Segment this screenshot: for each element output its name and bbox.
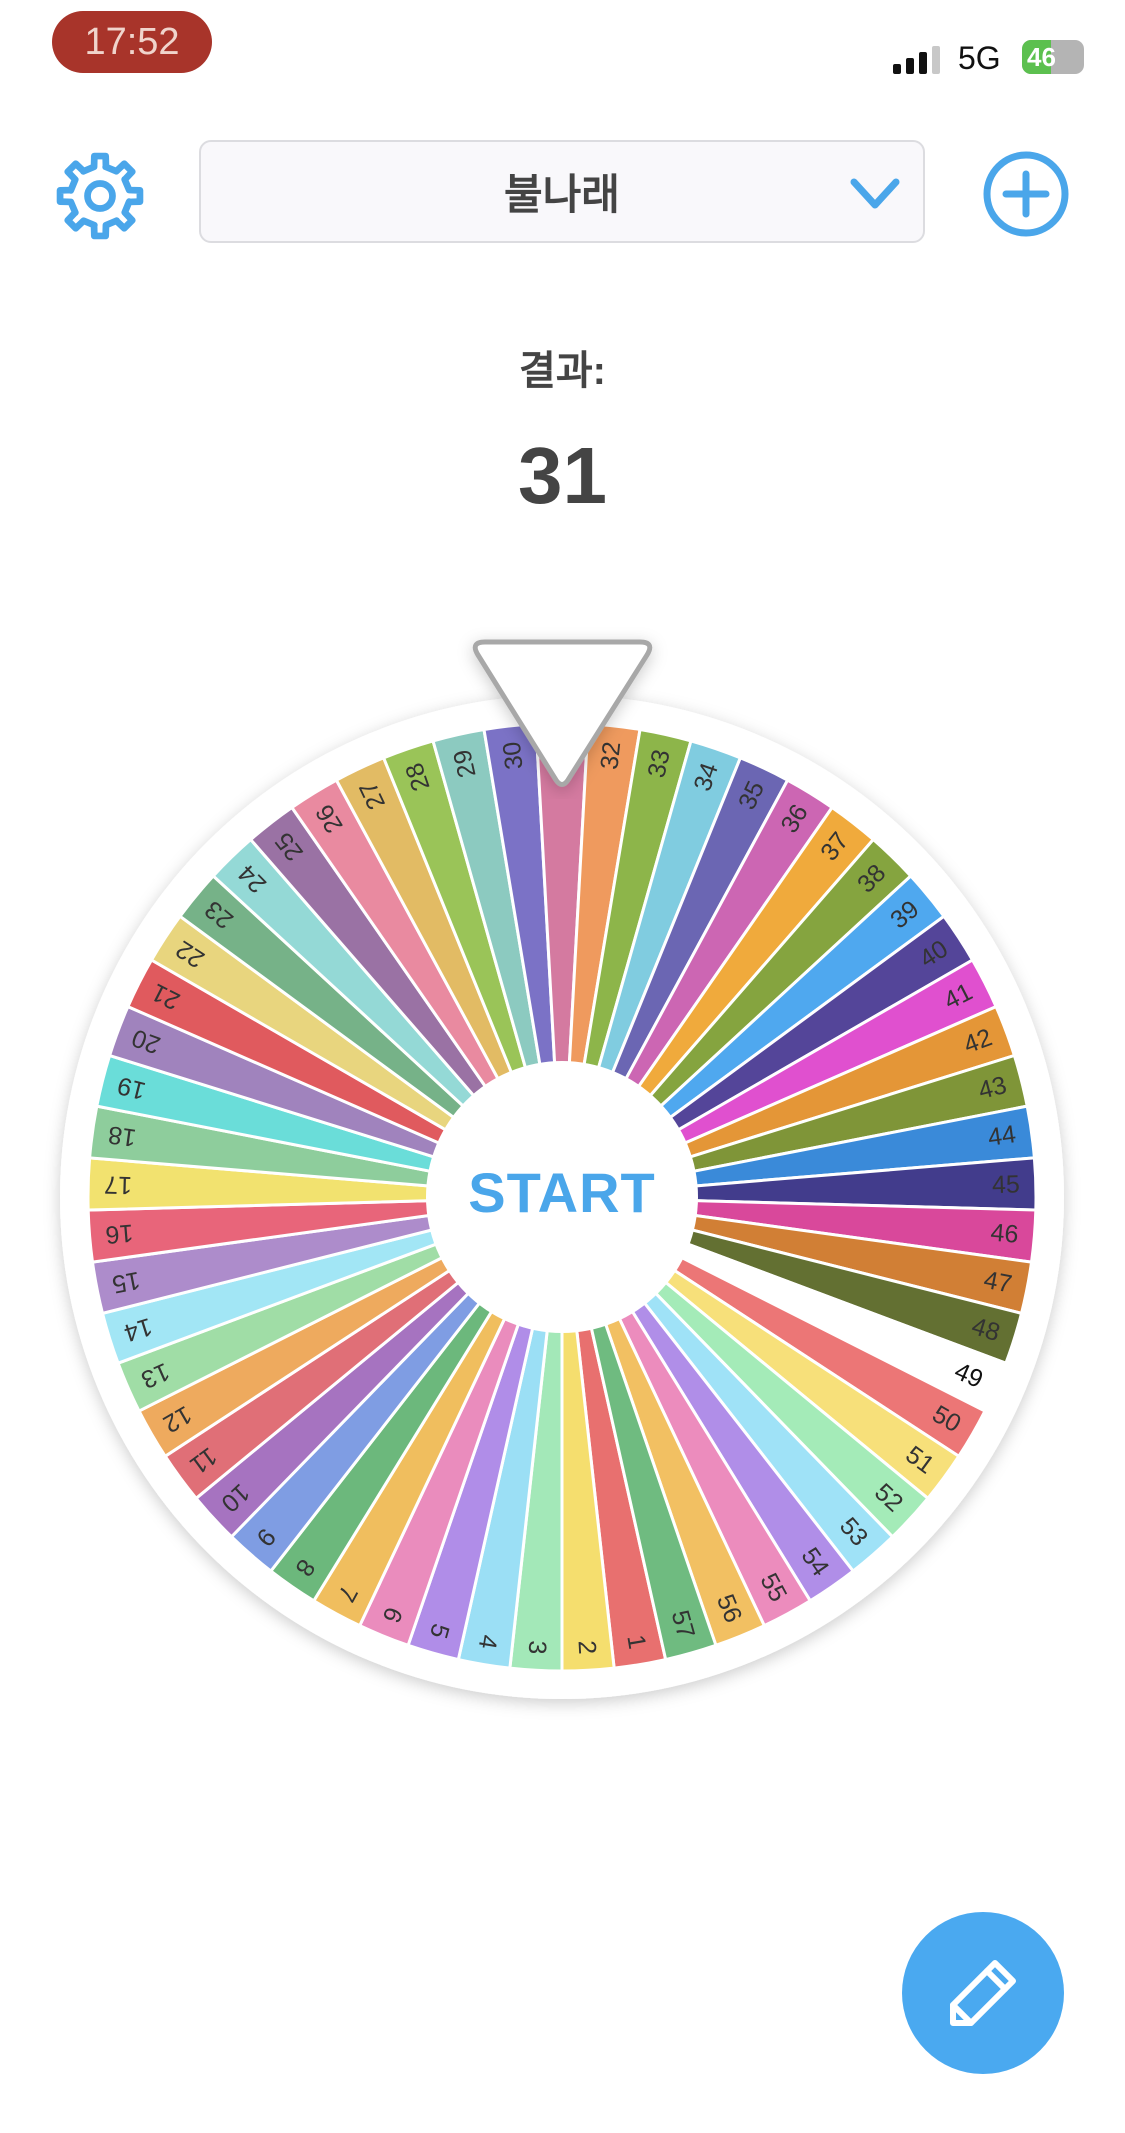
- status-time: 17:52: [52, 11, 212, 73]
- wheel-segment-label: 18: [106, 1120, 137, 1152]
- battery-fill: [1022, 40, 1051, 74]
- result-label: 결과:: [519, 349, 606, 393]
- wheel-segment-label: 3: [523, 1640, 552, 1655]
- wheel-segment-label: 44: [986, 1120, 1017, 1152]
- battery-icon: 46: [1022, 40, 1084, 74]
- wheel-segment-label: 4: [473, 1633, 503, 1651]
- network-type: 5G: [958, 40, 1001, 76]
- wheel-segment-label: 33: [642, 747, 675, 780]
- wheel-segment-label: 43: [976, 1071, 1010, 1105]
- wheel-segment-label: 29: [448, 747, 481, 780]
- chevron-down-icon: [850, 178, 900, 209]
- wheel-segment-label: 46: [990, 1219, 1020, 1249]
- list-dropdown[interactable]: 불나래: [199, 140, 925, 243]
- result-value: 31: [518, 431, 607, 520]
- wheel-segment-label: 17: [104, 1170, 133, 1199]
- wheel-segment-label: 16: [104, 1219, 134, 1249]
- gear-icon[interactable]: [52, 148, 148, 244]
- battery-level: 46: [1027, 42, 1056, 72]
- start-button[interactable]: START: [468, 1161, 656, 1224]
- wheel-segment-label: 19: [115, 1071, 149, 1105]
- signal-icon: [893, 46, 940, 74]
- wheel-segment-label: 30: [498, 740, 529, 771]
- wheel-segment-label: 45: [992, 1170, 1021, 1199]
- wheel-segment-label: 1: [621, 1633, 651, 1651]
- wheel-segment-label: 2: [572, 1640, 601, 1655]
- pencil-icon: [950, 1960, 1016, 2026]
- spin-wheel[interactable]: 1234567891011121314151617181920212223242…: [0, 600, 1125, 1740]
- wheel-pointer: [472, 639, 653, 787]
- wheel-segment-label: 15: [110, 1266, 143, 1299]
- wheel-segment-label: 32: [595, 740, 626, 771]
- plus-circle-icon[interactable]: [982, 150, 1070, 238]
- dropdown-selected-value: 불나래: [504, 171, 620, 218]
- wheel-center[interactable]: [426, 1061, 698, 1333]
- edit-button[interactable]: [902, 1912, 1064, 2074]
- wheel-segment-label: 47: [982, 1266, 1015, 1299]
